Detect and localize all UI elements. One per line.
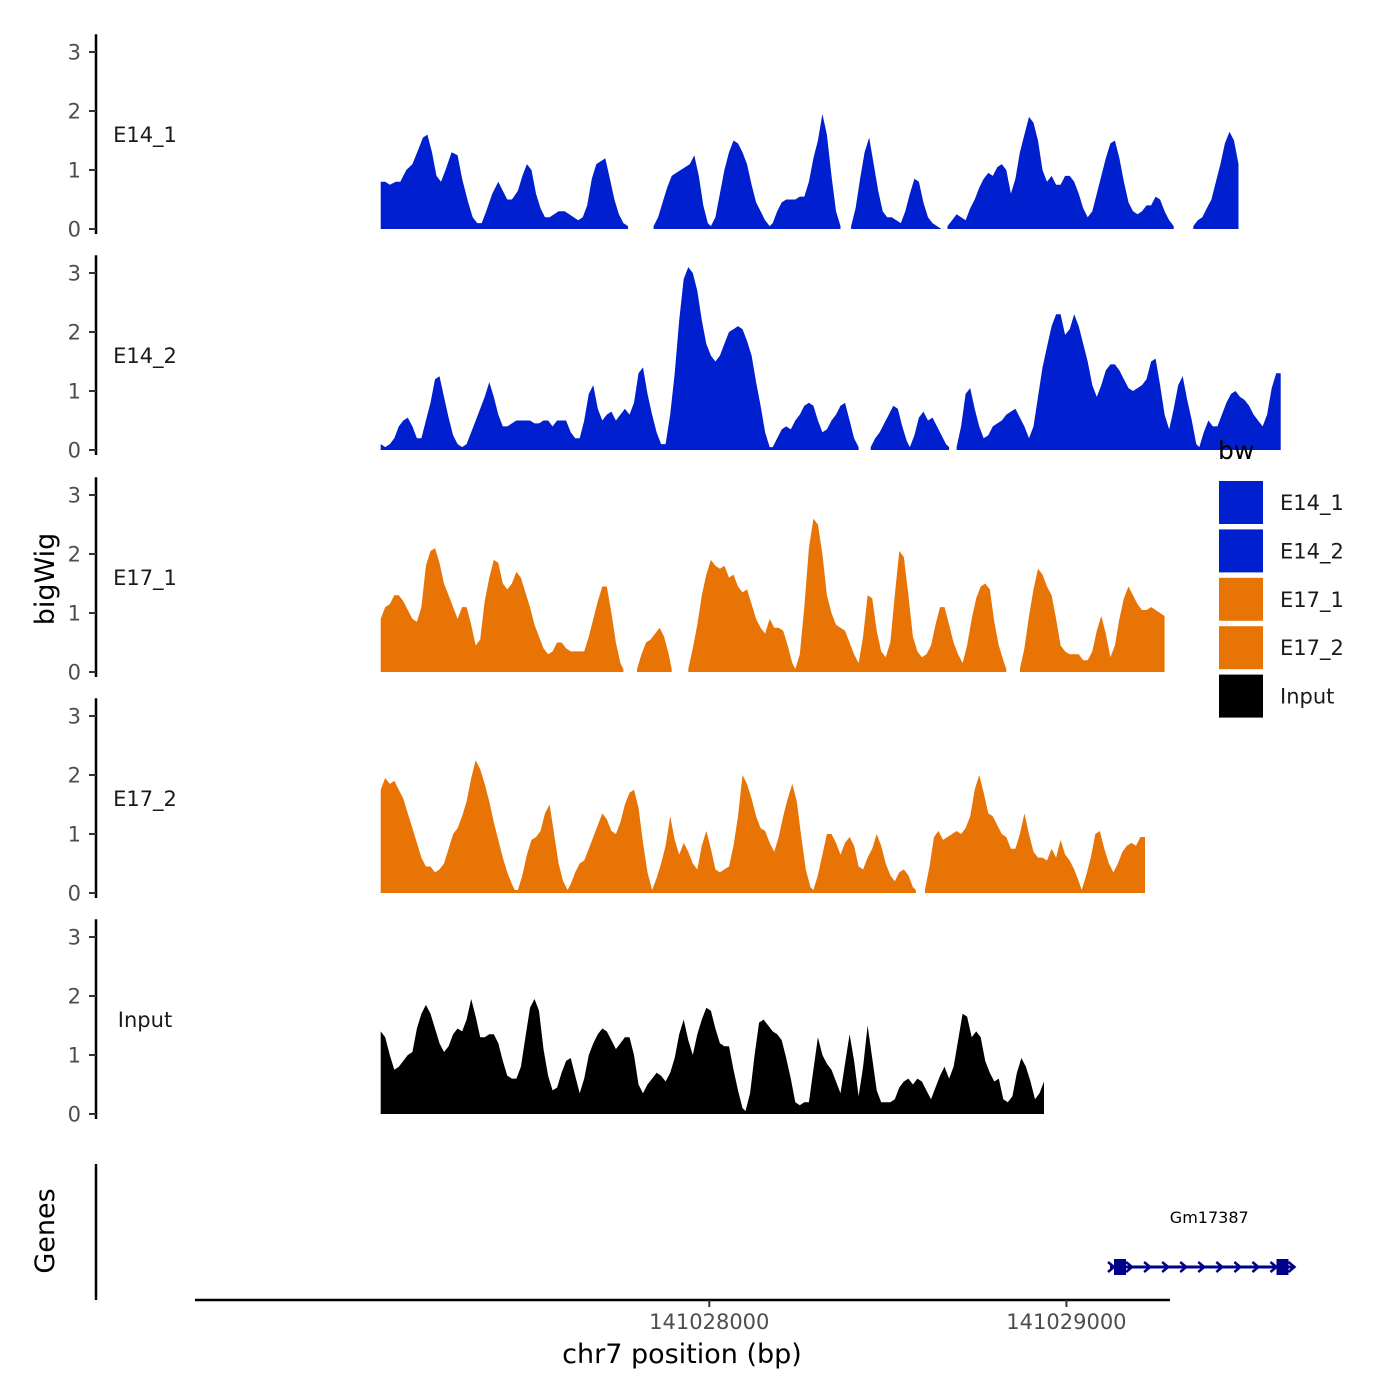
strand-arrow xyxy=(1233,1261,1243,1273)
legend-swatch-E14_2 xyxy=(1219,529,1263,573)
genes-axis-title: Genes xyxy=(30,1188,61,1273)
x-axis: 141028000 141029000 chr7 position (bp) xyxy=(195,1298,1170,1370)
strand-arrow xyxy=(1125,1261,1135,1273)
y-tick-label: 2 xyxy=(68,100,81,124)
y-tick-label: 1 xyxy=(68,380,81,404)
facet-label-E17_1: E17_1 xyxy=(113,566,177,591)
facet-label-Input: Input xyxy=(118,1008,172,1032)
panel-E17_1: 0 1 2 3 E17_1 xyxy=(68,477,1165,685)
legend-label-Input: Input xyxy=(1280,685,1334,709)
gene-exon xyxy=(1276,1259,1289,1275)
legend-label-E17_1: E17_1 xyxy=(1280,588,1344,613)
x-axis-title: chr7 position (bp) xyxy=(562,1339,802,1370)
legend-swatch-E17_1 xyxy=(1219,577,1263,621)
y-tick-label: 3 xyxy=(68,41,81,65)
y-tick-label: 0 xyxy=(68,882,81,906)
panel-E17_2: 0 1 2 3 E17_2 xyxy=(68,698,1145,906)
strand-arrow xyxy=(1251,1261,1261,1273)
legend-swatch-Input xyxy=(1219,674,1263,718)
x-tick-label: 141028000 xyxy=(649,1310,769,1334)
facet-label-E14_1: E14_1 xyxy=(113,123,177,148)
y-tick-label: 0 xyxy=(68,1103,81,1127)
gene-exon xyxy=(1114,1259,1126,1275)
y-tick-label: 2 xyxy=(68,321,81,345)
y-tick-label: 3 xyxy=(68,262,81,286)
facet-label-E14_2: E14_2 xyxy=(113,344,177,369)
y-tick-label: 0 xyxy=(68,661,81,685)
strand-arrow xyxy=(1197,1261,1207,1273)
strand-arrow xyxy=(1269,1261,1279,1273)
area-Input xyxy=(380,999,1044,1114)
panel-E14_2: 0 1 2 3 E14_2 xyxy=(68,255,1281,463)
area-E14_1 xyxy=(380,114,1239,229)
coverage-panels: 0 1 2 3 E14_1 0 1 2 3 E14_2 0 1 2 3 E17_1 0 1 2 3 E17_2 0 1 2 3… xyxy=(68,34,1281,1127)
y-tick-label: 2 xyxy=(68,985,81,1009)
legend-swatch-E17_2 xyxy=(1219,626,1263,670)
y-tick-label: 1 xyxy=(68,602,81,626)
y-tick-label: 3 xyxy=(68,484,81,508)
y-tick-label: 2 xyxy=(68,764,81,788)
y-axis-title: bigWig xyxy=(30,533,61,626)
y-tick-label: 0 xyxy=(68,439,81,463)
genes-panel: Genes Gm17387 xyxy=(30,1164,1297,1300)
legend: bw E14_1 E14_2 E17_1 E17_2 Input xyxy=(1218,436,1344,718)
facet-label-E17_2: E17_2 xyxy=(113,787,177,812)
strand-arrow xyxy=(1179,1261,1189,1273)
y-tick-label: 2 xyxy=(68,543,81,567)
legend-label-E14_1: E14_1 xyxy=(1280,491,1344,516)
area-E17_2 xyxy=(380,760,1145,893)
area-E14_2 xyxy=(380,267,1281,450)
legend-title: bw xyxy=(1218,436,1254,465)
gene-track: Gm17387 xyxy=(1107,1208,1297,1275)
legend-label-E14_2: E14_2 xyxy=(1280,539,1344,564)
legend-label-E17_2: E17_2 xyxy=(1280,636,1344,661)
strand-arrow xyxy=(1143,1261,1153,1273)
y-tick-label: 1 xyxy=(68,159,81,183)
y-tick-label: 0 xyxy=(68,218,81,242)
panel-E14_1: 0 1 2 3 E14_1 xyxy=(68,34,1239,242)
panel-Input: 0 1 2 3 Input xyxy=(68,919,1044,1127)
x-tick-label: 141029000 xyxy=(1006,1310,1126,1334)
strand-arrow xyxy=(1287,1261,1297,1273)
y-tick-label: 3 xyxy=(68,926,81,950)
y-tick-label: 1 xyxy=(68,1044,81,1068)
area-E17_1 xyxy=(380,518,1165,672)
strand-arrow xyxy=(1161,1261,1171,1273)
y-tick-label: 3 xyxy=(68,705,81,729)
legend-swatch-E14_1 xyxy=(1219,481,1263,524)
strand-arrow xyxy=(1215,1261,1225,1273)
gene-label: Gm17387 xyxy=(1170,1208,1249,1227)
y-tick-label: 1 xyxy=(68,823,81,847)
